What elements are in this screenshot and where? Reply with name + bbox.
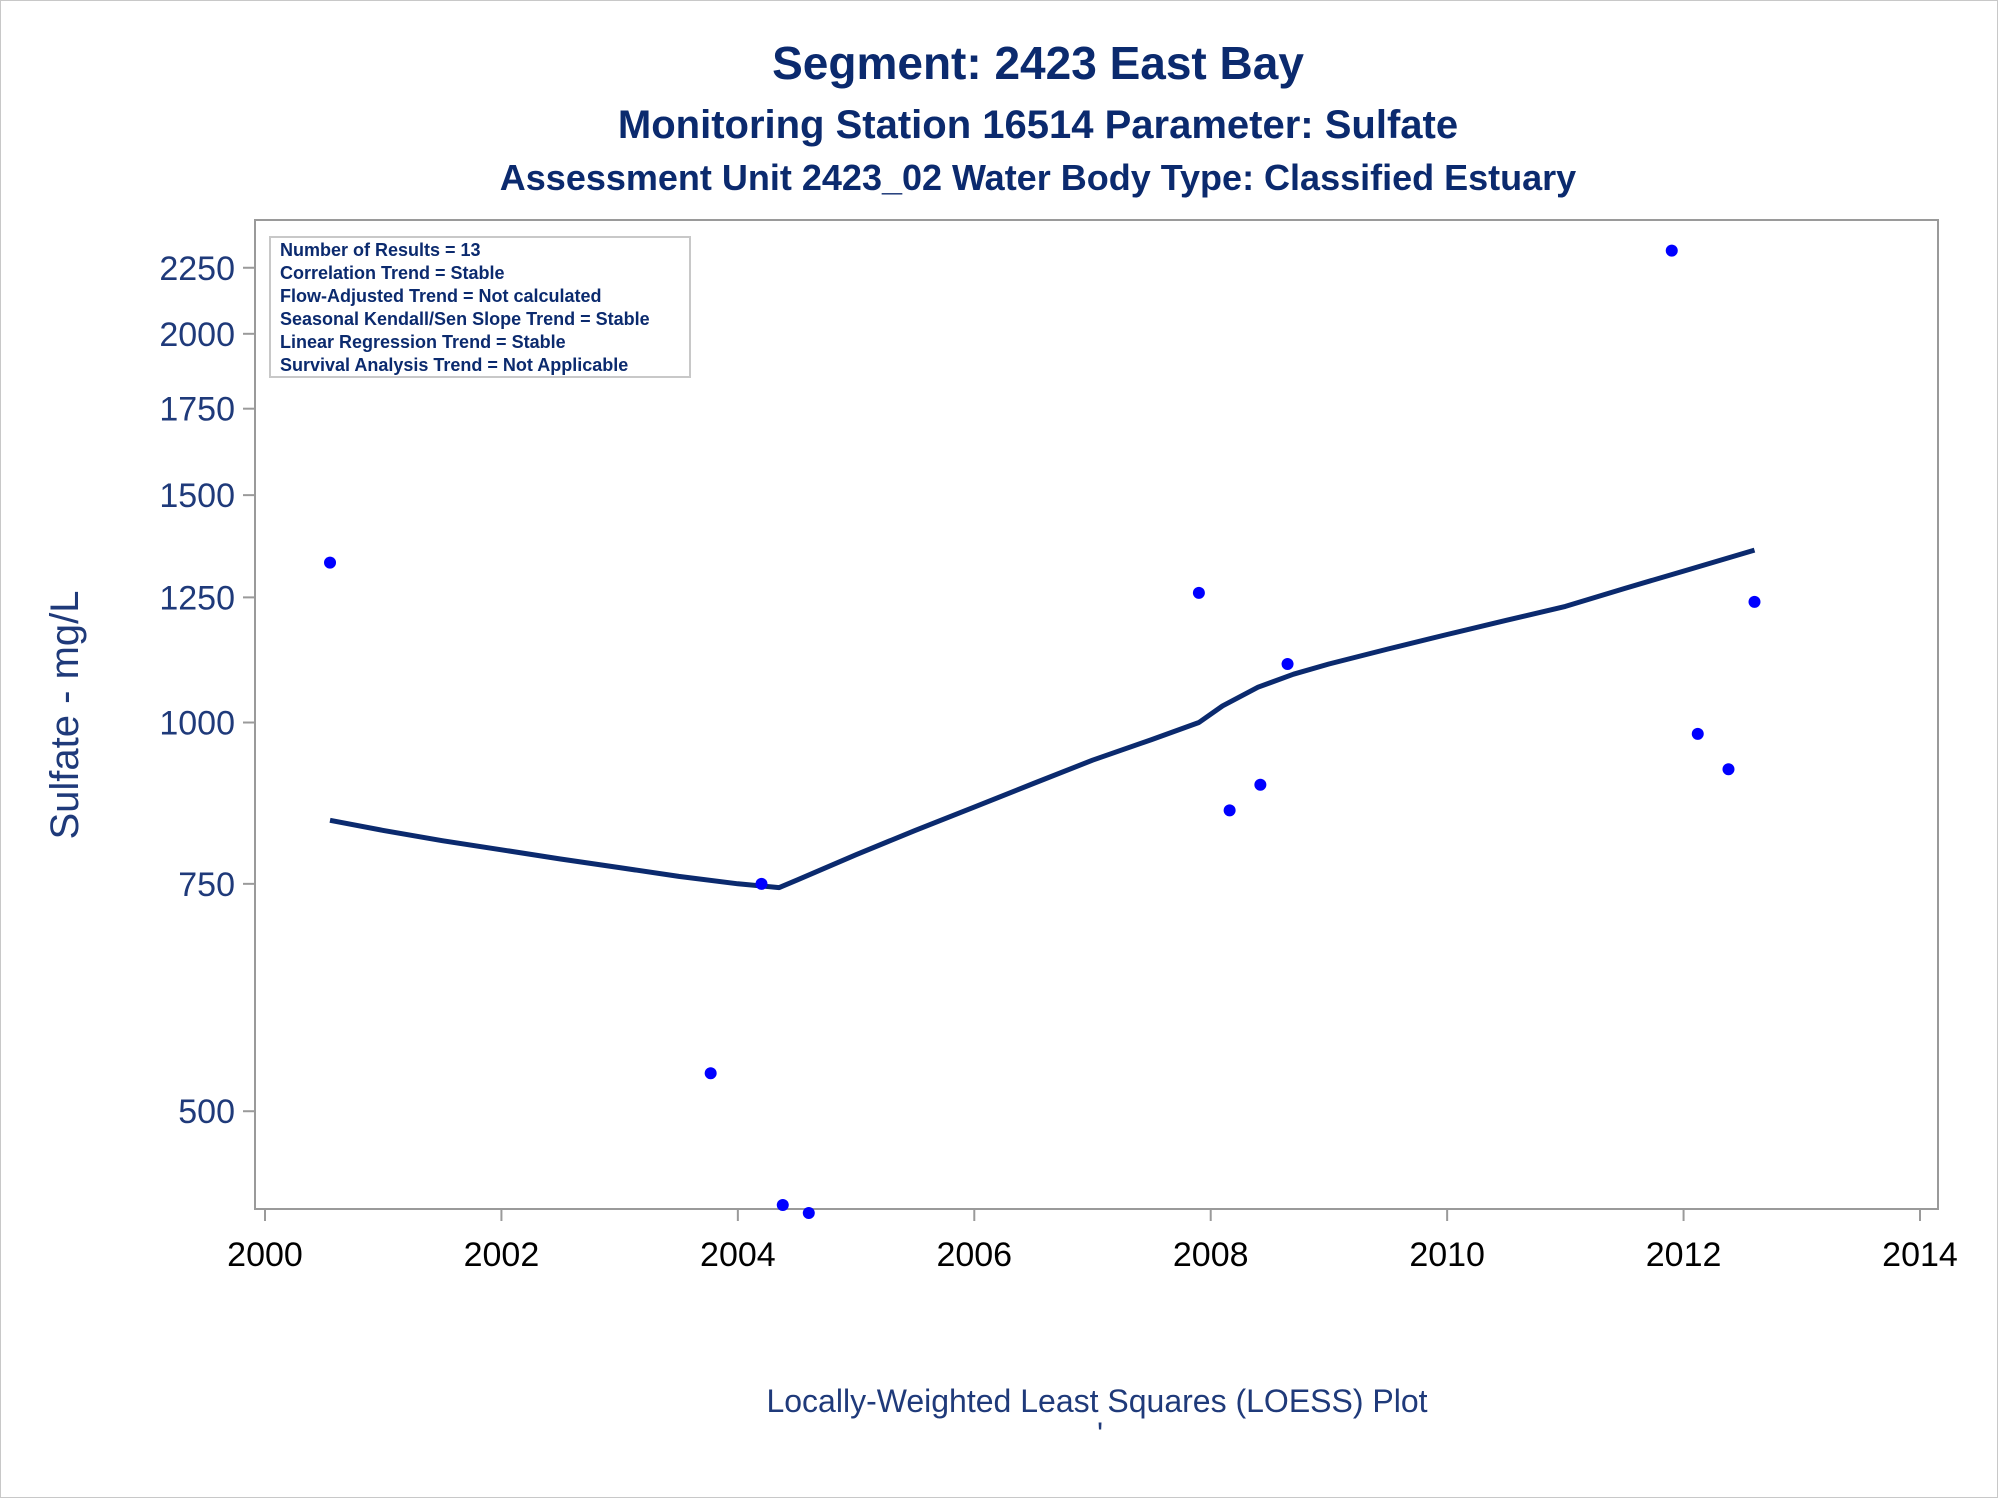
stat-number-of-results: Number of Results = 13 xyxy=(280,240,481,260)
x-tick-label: 2000 xyxy=(227,1236,303,1274)
data-point xyxy=(1691,727,1704,740)
series-layer xyxy=(324,244,1761,1220)
x-tick-label: 2002 xyxy=(464,1236,540,1274)
y-tick-label: 750 xyxy=(178,866,235,904)
y-axis-label: Sulfate - mg/L xyxy=(43,590,87,839)
data-point xyxy=(1192,586,1205,599)
data-point xyxy=(776,1199,789,1212)
data-point xyxy=(802,1207,815,1220)
y-tick-label: 2250 xyxy=(159,250,235,288)
data-point xyxy=(1223,804,1236,817)
plot-area xyxy=(254,219,1939,1210)
chart-title: Segment: 2423 East Bay xyxy=(772,37,1304,89)
x-tick-label: 2008 xyxy=(1173,1236,1249,1274)
footnote-mark: ' xyxy=(1097,1416,1103,1452)
data-point xyxy=(755,877,768,890)
chart-subtitle-station: Monitoring Station 16514 Parameter: Sulf… xyxy=(618,103,1458,147)
x-tick-label: 2012 xyxy=(1646,1236,1722,1274)
x-axis: 2000 2002 2004 2006 2008 2010 2012 2014 xyxy=(227,1209,1958,1274)
stats-box: Number of Results = 13 Correlation Trend… xyxy=(269,236,691,378)
stat-linear-regression-trend: Linear Regression Trend = Stable xyxy=(280,332,566,352)
stat-seasonal-kendall-trend: Seasonal Kendall/Sen Slope Trend = Stabl… xyxy=(280,309,650,329)
y-tick-label: 1750 xyxy=(159,391,235,429)
x-tick-label: 2004 xyxy=(700,1236,776,1274)
x-tick-label: 2006 xyxy=(936,1236,1012,1274)
data-point xyxy=(324,556,337,569)
plot-footnote: Locally-Weighted Least Squares (LOESS) P… xyxy=(766,1383,1427,1419)
data-point xyxy=(1722,763,1735,776)
y-tick-label: 1500 xyxy=(159,477,235,515)
data-point xyxy=(1254,778,1267,791)
y-tick-label: 1250 xyxy=(159,579,235,617)
stat-flow-adjusted-trend: Flow-Adjusted Trend = Not calculated xyxy=(280,286,602,306)
data-point xyxy=(1748,595,1761,608)
stat-survival-analysis-trend: Survival Analysis Trend = Not Applicable xyxy=(280,355,628,375)
y-axis: 500 750 1000 1250 1500 1750 2000 2250 xyxy=(159,250,255,1131)
data-point xyxy=(1665,244,1678,257)
x-tick-label: 2010 xyxy=(1409,1236,1485,1274)
x-tick-label: 2014 xyxy=(1882,1236,1958,1274)
chart-subtitle-assessment: Assessment Unit 2423_02 Water Body Type:… xyxy=(500,157,1576,198)
loess-line xyxy=(329,547,1756,891)
stat-correlation-trend: Correlation Trend = Stable xyxy=(280,263,505,283)
y-tick-label: 500 xyxy=(178,1093,235,1131)
y-tick-label: 1000 xyxy=(159,705,235,743)
y-tick-label: 2000 xyxy=(159,316,235,354)
data-point xyxy=(1281,657,1294,670)
data-point xyxy=(704,1067,717,1080)
